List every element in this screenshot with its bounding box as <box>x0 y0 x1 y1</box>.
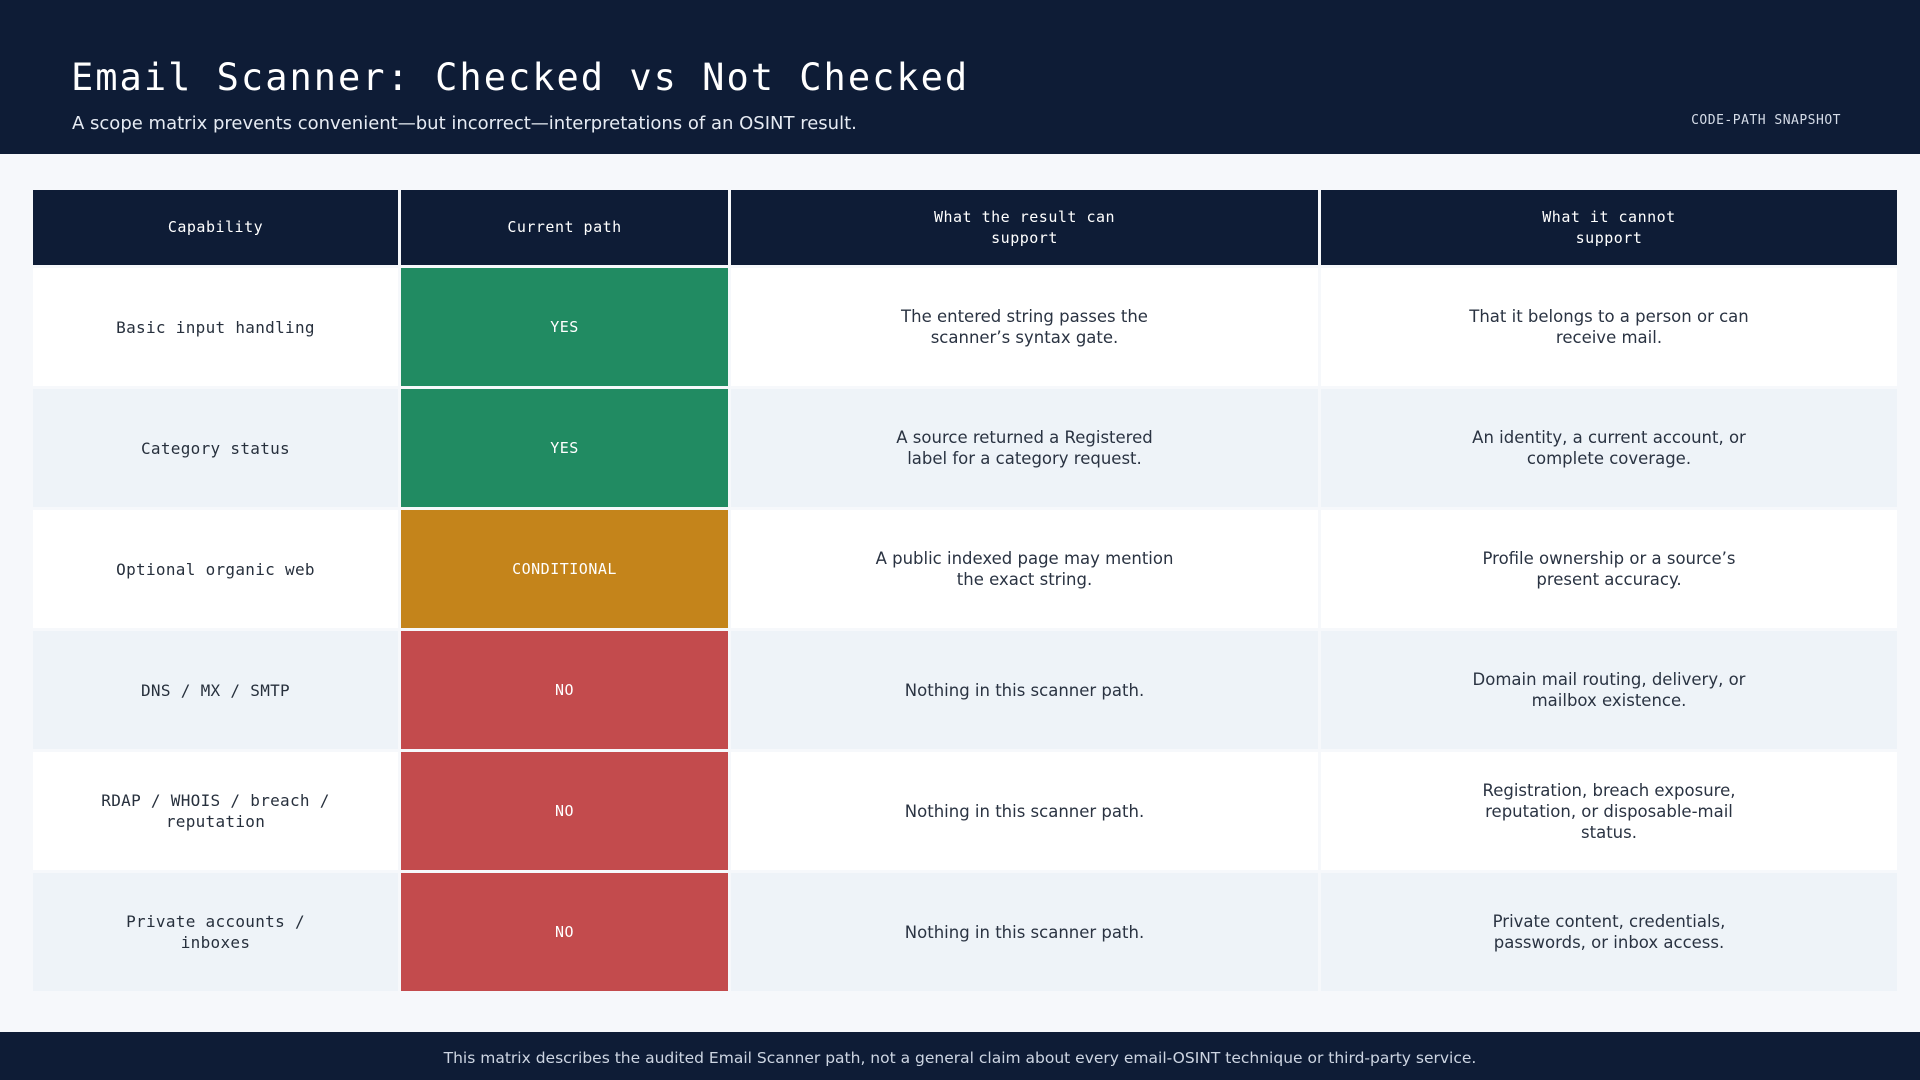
status-badge: NO <box>398 628 731 752</box>
column-header-can-support: What the result can support <box>728 187 1321 268</box>
cannot-support-cell: That it belongs to a person or can recei… <box>1318 265 1900 389</box>
column-header-current-path: Current path <box>398 187 731 268</box>
cannot-support-cell: Private content, credentials, passwords,… <box>1318 870 1900 994</box>
table-row: Category status YES A source returned a … <box>30 386 1900 510</box>
status-badge: CONDITIONAL <box>398 507 731 631</box>
table-row: DNS / MX / SMTP NO Nothing in this scann… <box>30 628 1900 752</box>
table-row: Optional organic web CONDITIONAL A publi… <box>30 507 1900 631</box>
can-support-cell: The entered string passes the scanner’s … <box>728 265 1321 389</box>
capability-cell: Optional organic web <box>30 507 401 631</box>
header-banner: Email Scanner: Checked vs Not Checked A … <box>0 0 1920 154</box>
cannot-support-cell: Registration, breach exposure, reputatio… <box>1318 749 1900 873</box>
scope-matrix: Capability Current path What the result … <box>30 187 1900 994</box>
page-subtitle: A scope matrix prevents convenient—but i… <box>72 113 857 134</box>
can-support-cell: Nothing in this scanner path. <box>728 628 1321 752</box>
column-header-capability: Capability <box>30 187 401 268</box>
status-badge: YES <box>398 386 731 510</box>
capability-cell: DNS / MX / SMTP <box>30 628 401 752</box>
footer-bar: This matrix describes the audited Email … <box>0 1032 1920 1080</box>
footer-note: This matrix describes the audited Email … <box>443 1049 1477 1067</box>
table-row: Private accounts / inboxes NO Nothing in… <box>30 870 1900 994</box>
header-row: Capability Current path What the result … <box>30 187 1900 268</box>
page-title: Email Scanner: Checked vs Not Checked <box>71 56 970 99</box>
capability-cell: RDAP / WHOIS / breach / reputation <box>30 749 401 873</box>
table-row: RDAP / WHOIS / breach / reputation NO No… <box>30 749 1900 873</box>
capability-cell: Category status <box>30 386 401 510</box>
status-badge: YES <box>398 265 731 389</box>
cannot-support-cell: An identity, a current account, or compl… <box>1318 386 1900 510</box>
table-row: Basic input handling YES The entered str… <box>30 265 1900 389</box>
can-support-cell: A source returned a Registered label for… <box>728 386 1321 510</box>
can-support-cell: Nothing in this scanner path. <box>728 870 1321 994</box>
can-support-cell: Nothing in this scanner path. <box>728 749 1321 873</box>
cannot-support-cell: Domain mail routing, delivery, or mailbo… <box>1318 628 1900 752</box>
capability-cell: Private accounts / inboxes <box>30 870 401 994</box>
can-support-cell: A public indexed page may mention the ex… <box>728 507 1321 631</box>
column-header-cannot-support: What it cannot support <box>1318 187 1900 268</box>
capability-cell: Basic input handling <box>30 265 401 389</box>
cannot-support-cell: Profile ownership or a source’s present … <box>1318 507 1900 631</box>
status-badge: NO <box>398 870 731 994</box>
snapshot-tag: CODE-PATH SNAPSHOT <box>1691 113 1841 128</box>
status-badge: NO <box>398 749 731 873</box>
